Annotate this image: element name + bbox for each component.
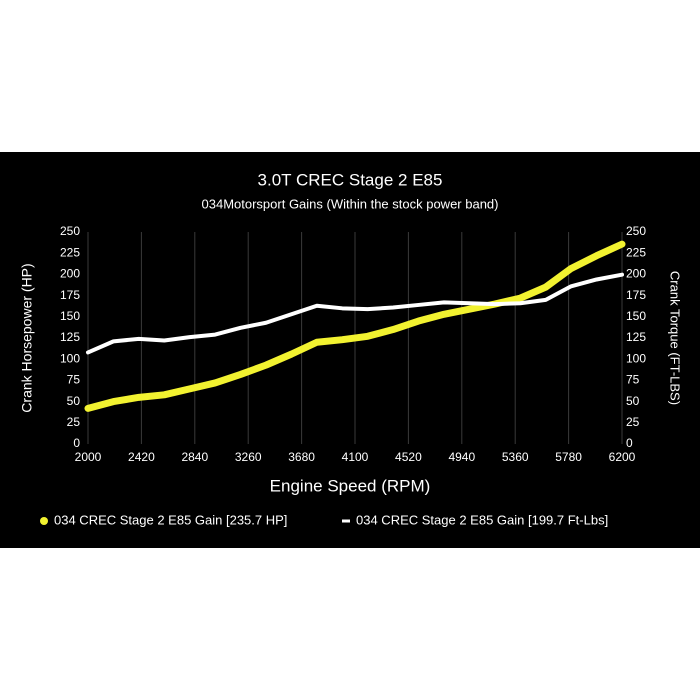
y-tick-label: 100 [60,351,80,365]
x-tick-label: 6200 [609,450,636,464]
y2-tick-label: 75 [626,373,640,387]
x-tick-label: 4100 [342,450,369,464]
y2-tick-label: 200 [626,267,646,281]
x-tick-label: 4520 [395,450,422,464]
legend-label: 034 CREC Stage 2 E85 Gain [199.7 Ft-Lbs] [356,512,608,527]
y-tick-label: 0 [73,436,80,450]
x-tick-label: 4940 [448,450,475,464]
y2-tick-label: 100 [626,351,646,365]
y-axis-title: Crank Horsepower (HP) [19,263,35,412]
y2-tick-label: 0 [626,436,633,450]
y2-tick-label: 25 [626,415,640,429]
y2-tick-label: 225 [626,245,646,259]
y-tick-label: 250 [60,224,80,238]
x-tick-label: 5780 [555,450,582,464]
y2-axis-title: Crank Torque (FT-LBS) [668,271,683,405]
x-tick-label: 2840 [181,450,208,464]
data-line [84,240,626,412]
x-tick-label: 3680 [288,450,315,464]
chart-title: 3.0T CREC Stage 2 E85 [258,170,443,189]
y2-tick-label: 125 [626,330,646,344]
x-tick-label: 2420 [128,450,155,464]
y-tick-label: 175 [60,288,80,302]
y2-tick-label: 175 [626,288,646,302]
legend-marker [40,517,48,525]
chart-subtitle: 034Motorsport Gains (Within the stock po… [202,196,499,211]
x-tick-label: 2000 [75,450,102,464]
legend-label: 034 CREC Stage 2 E85 Gain [235.7 HP] [54,512,287,527]
y-tick-label: 25 [67,415,81,429]
y-tick-label: 200 [60,267,80,281]
y-tick-label: 75 [67,373,81,387]
y-tick-label: 125 [60,330,80,344]
y2-tick-label: 50 [626,394,640,408]
chart-background [0,152,700,548]
x-tick-label: 5360 [502,450,529,464]
y-tick-label: 150 [60,309,80,323]
x-tick-label: 3260 [235,450,262,464]
y2-tick-label: 150 [626,309,646,323]
y-tick-label: 225 [60,245,80,259]
x-axis-title: Engine Speed (RPM) [270,476,431,495]
y2-tick-label: 250 [626,224,646,238]
y-tick-label: 50 [67,394,81,408]
data-line [86,272,624,355]
